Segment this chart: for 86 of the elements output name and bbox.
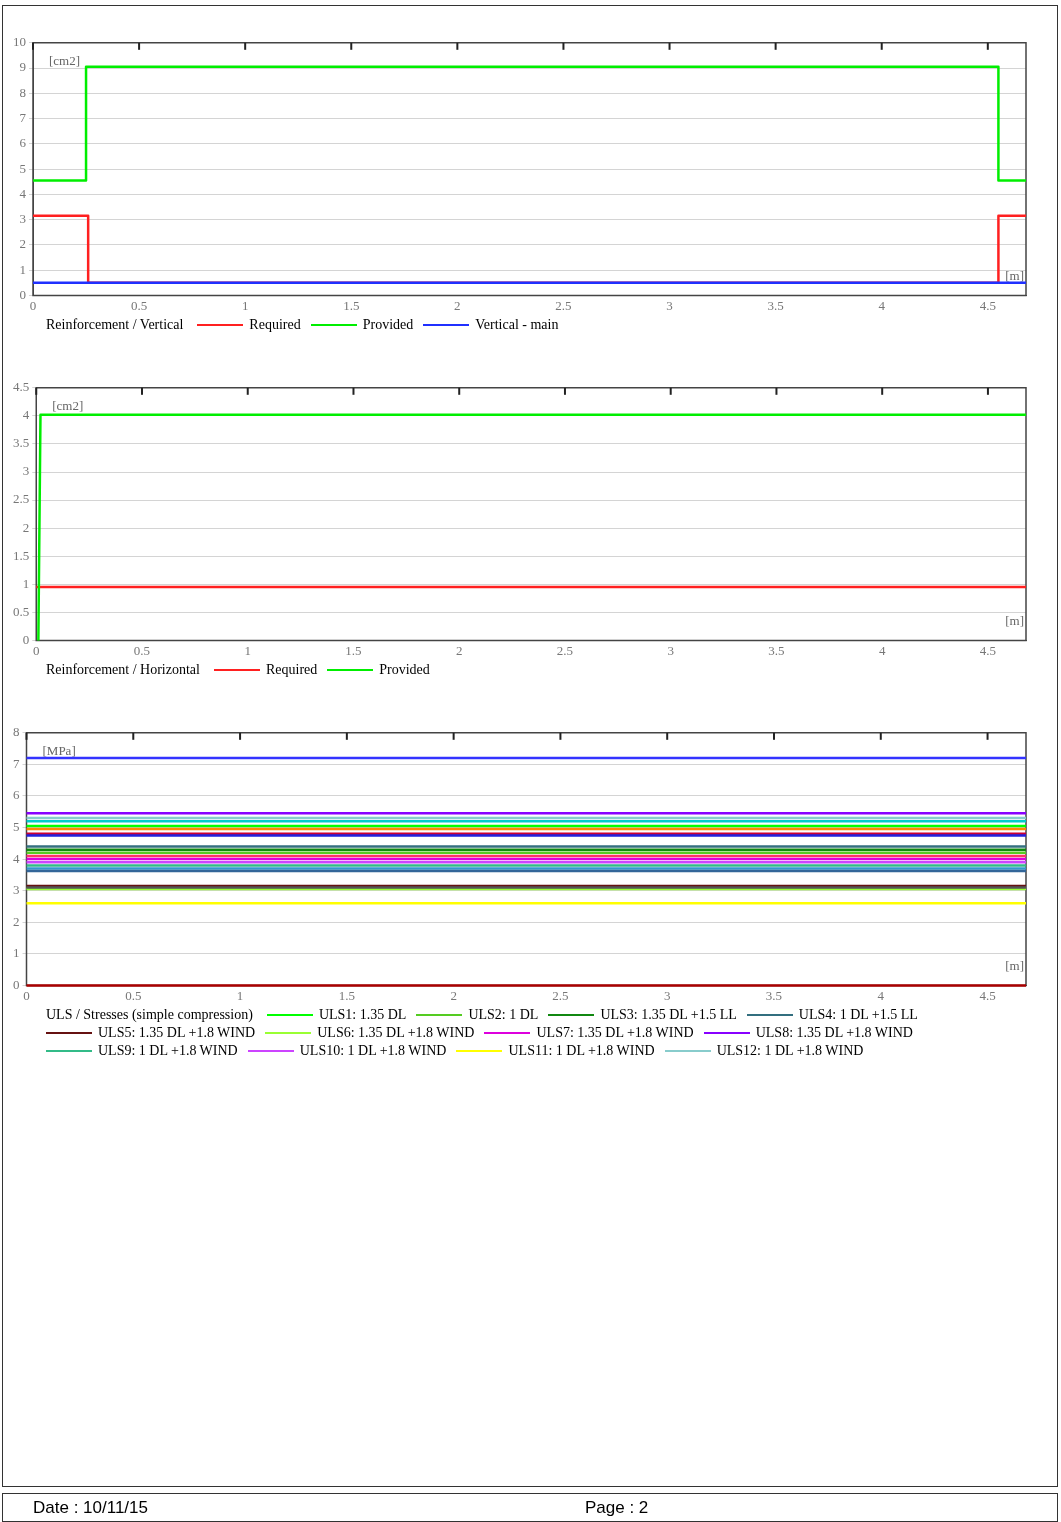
x-tick-label: 1.5 (345, 642, 362, 658)
y-tick-label: 2 (22, 519, 30, 535)
x-tick-label: 3.5 (768, 642, 785, 658)
y-tick-label: 0 (13, 976, 20, 992)
legend-label: ULS2: 1 DL (468, 1007, 539, 1023)
legend-label: ULS1: 1.35 DL (318, 1007, 407, 1023)
y-tick-label: 3.5 (13, 435, 30, 451)
x-tick-label: 0.5 (130, 297, 148, 313)
x-tick-label: 0 (33, 642, 40, 658)
y-tick-label: 5 (19, 160, 26, 176)
y-tick-label: 6 (13, 787, 20, 803)
y-tick-label: 2 (13, 913, 20, 929)
y-tick-label: 8 (19, 84, 26, 100)
legend-label: ULS7: 1.35 DL +1.8 WIND (536, 1025, 694, 1041)
x-tick-label: 4 (878, 642, 886, 658)
x-tick-label: 1.5 (343, 297, 360, 313)
y-tick-label: 0 (19, 286, 26, 302)
text: Reinforcement / Vertical (46, 317, 184, 333)
text: Page : 2 (585, 1498, 649, 1518)
y-tick-label: 4 (13, 850, 20, 866)
y-tick-label: 3 (19, 211, 26, 227)
y-axis-title: [cm2] (52, 397, 84, 413)
y-tick-label: 1 (13, 945, 20, 961)
y-tick-label: 7 (13, 755, 20, 771)
y-tick-label: 2 (19, 236, 26, 252)
x-tick-label: 2 (454, 297, 461, 313)
y-tick-label: 10 (13, 34, 26, 50)
x-axis-title: [m] (1005, 613, 1024, 629)
x-axis-title: [m] (1005, 958, 1024, 974)
x-tick-label: 3.5 (765, 987, 783, 1003)
y-tick-label: 2.5 (13, 491, 30, 507)
legend-label: ULS9: 1 DL +1.8 WIND (98, 1043, 238, 1059)
text: Reinforcement / Horizontal (46, 662, 200, 678)
y-tick-label: 3 (22, 463, 30, 479)
x-tick-label: 3.5 (767, 297, 784, 313)
text: ULS / Stresses (simple compression) (46, 1007, 253, 1023)
y-tick-label: 8 (13, 724, 20, 740)
x-tick-label: 1 (244, 642, 251, 658)
legend-label: ULS5: 1.35 DL +1.8 WIND (98, 1025, 256, 1041)
x-tick-label: 1.5 (338, 987, 355, 1003)
y-tick-label: 4 (22, 407, 30, 423)
y-tick-label: 4 (19, 185, 27, 201)
x-tick-label: 4 (877, 987, 885, 1003)
x-tick-label: 1 (236, 987, 244, 1003)
y-tick-label: 5 (13, 818, 20, 834)
legend-label: ULS11: 1 DL +1.8 WIND (508, 1043, 655, 1059)
x-tick-label: 2 (450, 987, 457, 1003)
legend-label: ULS6: 1.35 DL +1.8 WIND (317, 1025, 475, 1041)
legend-label: Required (249, 317, 301, 333)
legend-label: Vertical - main (475, 317, 559, 333)
y-tick-label: 0.5 (13, 603, 30, 619)
legend-label: Required (265, 662, 318, 678)
y-tick-label: 6 (19, 135, 27, 151)
x-tick-label: 2.5 (556, 642, 574, 658)
y-axis-title: [cm2] (49, 52, 81, 68)
y-tick-label: 1 (22, 575, 30, 591)
x-tick-label: 3 (667, 642, 674, 658)
x-tick-label: 2 (455, 642, 463, 658)
x-tick-label: 0.5 (125, 987, 142, 1003)
legend-label: ULS10: 1 DL +1.8 WIND (299, 1043, 447, 1059)
y-tick-label: 4.5 (13, 379, 30, 395)
legend-label: ULS4: 1 DL +1.5 LL (798, 1007, 918, 1023)
y-tick-label: 9 (19, 59, 26, 75)
x-tick-label: 2.5 (555, 297, 572, 313)
x-tick-label: 0.5 (133, 642, 151, 658)
y-tick-label: 3 (13, 882, 20, 898)
x-tick-label: 4.5 (979, 987, 996, 1003)
x-tick-label: 4.5 (979, 297, 996, 313)
x-tick-label: 4 (878, 297, 886, 313)
y-tick-label: 7 (19, 110, 27, 125)
x-tick-label: 3 (666, 297, 673, 313)
legend-label: Provided (379, 662, 430, 678)
y-tick-label: 0 (22, 631, 30, 647)
x-tick-label: 2.5 (552, 987, 569, 1003)
y-tick-label: 1.5 (13, 547, 30, 563)
text: Date : 10/11/15 (33, 1498, 148, 1518)
x-tick-label: 4.5 (979, 642, 997, 658)
x-tick-label: 1 (241, 297, 249, 313)
legend-label: Provided (362, 317, 414, 333)
y-axis-title: [MPa] (42, 742, 76, 758)
y-tick-label: 1 (19, 261, 26, 277)
legend-label: ULS8: 1.35 DL +1.8 WIND (755, 1025, 913, 1041)
legend-label: ULS12: 1 DL +1.8 WIND (716, 1043, 864, 1059)
legend-label: ULS3: 1.35 DL +1.5 LL (600, 1007, 737, 1023)
x-axis-title: [m] (1005, 268, 1024, 284)
x-tick-label: 3 (663, 987, 671, 1003)
